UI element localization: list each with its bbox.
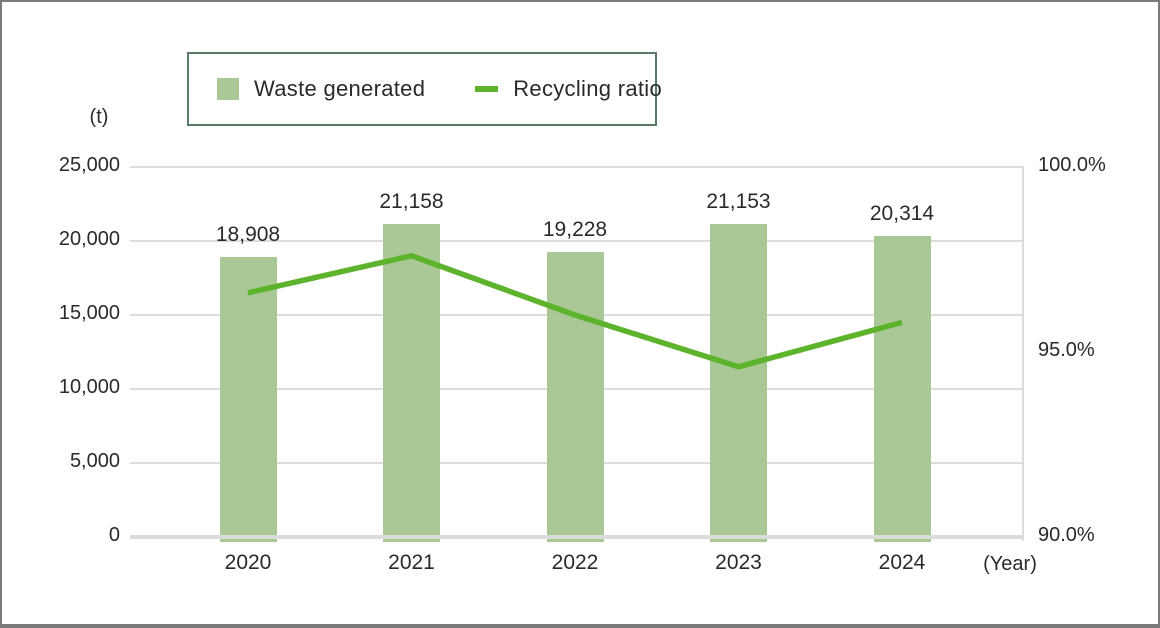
bar-value-label: 20,314: [869, 202, 935, 226]
left-axis-tick-label: 10,000: [58, 376, 120, 398]
left-axis-tick-label: 5,000: [69, 450, 120, 472]
bar-value-label: 21,153: [706, 189, 771, 213]
x-axis-tick-label: 2023: [715, 551, 762, 574]
x-axis-tick-label: 2021: [388, 551, 435, 574]
left-axis-unit-label: (t): [89, 106, 109, 128]
x-axis-line: [130, 535, 1024, 539]
legend: Waste generated Recycling ratio: [187, 52, 662, 126]
waste-generated-swatch-icon: [217, 78, 239, 100]
grid-line: [130, 240, 1024, 242]
left-axis-tick-label: 20,000: [58, 228, 120, 250]
waste-generated-bar: [383, 223, 440, 542]
legend-label-waste-generated: Waste generated: [254, 76, 426, 101]
grid-line: [130, 166, 1024, 168]
right-axis-tick-label: 90.0%: [1038, 524, 1095, 546]
x-axis-tick-label: 2024: [878, 551, 926, 574]
left-axis-tick-label: 25,000: [58, 154, 120, 176]
right-axis-tick-label: 100.0%: [1038, 154, 1106, 176]
right-axis-tick-label: 95.0%: [1038, 339, 1095, 361]
waste-generated-bar: [219, 257, 277, 542]
x-axis-tick-label: 2020: [224, 551, 272, 574]
waste-generated-bar: [546, 252, 604, 542]
bar-value-label: 21,158: [379, 189, 444, 213]
recycling-ratio-line-icon: [475, 86, 499, 92]
left-axis-tick-label: 15,000: [58, 302, 120, 324]
x-axis-unit-label: (Year): [983, 553, 1037, 575]
bar-value-label: 19,228: [542, 218, 608, 242]
waste-generated-bar: [710, 223, 767, 542]
left-axis-tick-label: 0: [108, 524, 120, 546]
legend-label-recycling-ratio: Recycling ratio: [513, 76, 663, 101]
bar-value-label: 18,908: [215, 223, 281, 247]
x-axis-tick-label: 2022: [551, 551, 599, 574]
waste-generated-bar: [873, 236, 931, 542]
plot-right-border: [1022, 167, 1024, 541]
